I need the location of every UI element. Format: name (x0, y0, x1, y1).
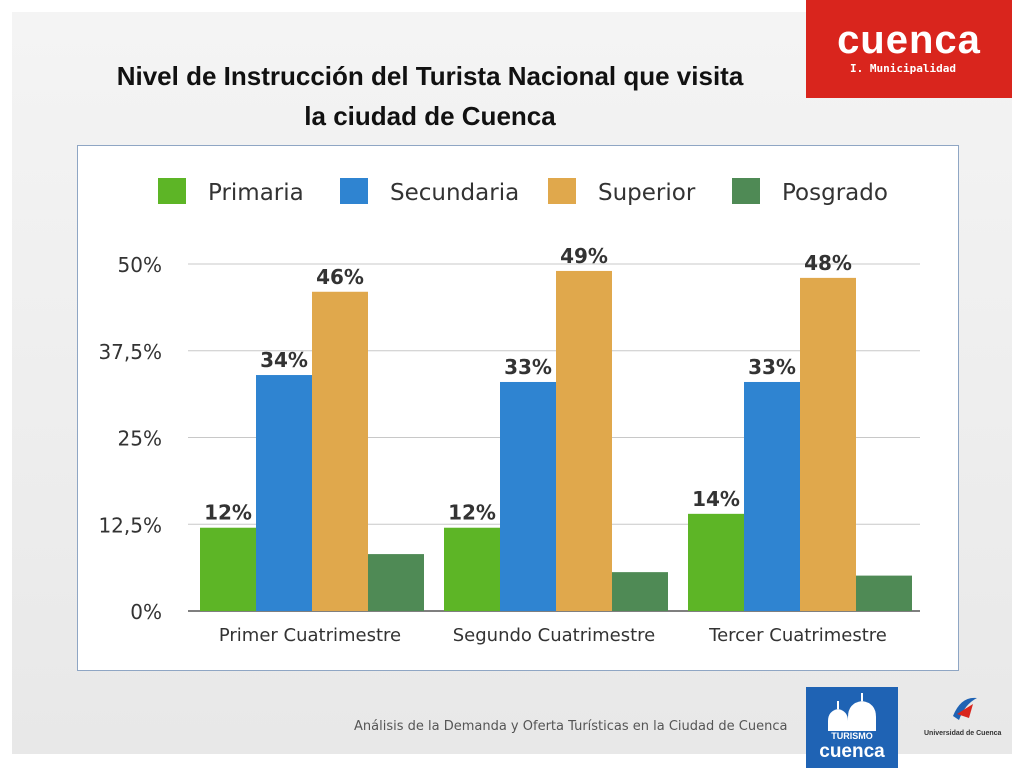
bar-1-1 (500, 381, 556, 611)
legend-label-2: Superior (598, 180, 696, 206)
title-line-1: Nivel de Instrucción del Turista Naciona… (116, 61, 744, 91)
bar-1-3 (612, 572, 668, 611)
university-emblem-icon (953, 697, 977, 720)
legend-swatch-1 (340, 178, 368, 204)
municipality-logo: cuenca I. Municipalidad (806, 0, 1012, 98)
chart-frame: Primaria Secundaria Superior Posgrado 0% 12,5… (77, 145, 959, 671)
bar-0-2 (312, 291, 368, 611)
title-line-2: la ciudad de Cuenca (304, 101, 556, 131)
data-label-2-0: 14% (692, 487, 740, 511)
footer-caption: Análisis de la Demanda y Oferta Turístic… (354, 719, 788, 734)
bar-1-0 (444, 527, 500, 611)
legend-swatch-2 (548, 178, 576, 204)
y-tick-label-0: 0% (130, 600, 162, 624)
y-tick-label-1: 12,5% (98, 513, 162, 537)
brand-name: cuenca (837, 18, 981, 62)
legend-label-3: Posgrado (782, 180, 888, 206)
data-label-1-0: 12% (448, 501, 496, 525)
university-name: Universidad de Cuenca (924, 730, 1002, 737)
brand-subtitle: I. Municipalidad (850, 62, 956, 75)
bar-1-2 (556, 270, 612, 611)
x-tick-label-1: Segundo Cuatrimestre (453, 625, 656, 646)
legend-label-0: Primaria (208, 180, 304, 206)
turismo-city: cuenca (819, 741, 885, 762)
bar-0-3 (368, 554, 424, 611)
bar-chart: Primaria Secundaria Superior Posgrado 0% 12,5… (98, 178, 920, 646)
bar-2-0 (688, 513, 744, 611)
x-tick-label-0: Primer Cuatrimestre (219, 625, 401, 646)
y-tick-label-3: 37,5% (98, 340, 162, 364)
cathedral-domes-icon (828, 693, 876, 731)
data-label-0-2: 46% (316, 265, 364, 289)
turismo-logo: TURISMO cuenca (806, 687, 898, 768)
data-label-2-1: 33% (748, 355, 796, 379)
data-label-2-2: 48% (804, 251, 852, 275)
turismo-label: TURISMO (831, 731, 873, 741)
data-label-1-1: 33% (504, 355, 552, 379)
slide-title: Nivel de Instrucción del Turista Naciona… (60, 56, 800, 136)
data-label-0-0: 12% (204, 501, 252, 525)
legend-swatch-0 (158, 178, 186, 204)
x-tick-label-2: Tercer Cuatrimestre (708, 625, 887, 646)
data-label-1-2: 49% (560, 244, 608, 268)
bar-2-2 (800, 277, 856, 611)
legend-label-1: Secundaria (390, 180, 519, 206)
y-tick-label-2: 25% (118, 427, 162, 451)
legend-swatch-3 (732, 178, 760, 204)
bar-2-1 (744, 381, 800, 611)
bar-0-1 (256, 375, 312, 611)
bar-0-0 (200, 527, 256, 611)
data-label-0-1: 34% (260, 348, 308, 372)
y-tick-label-4: 50% (118, 253, 162, 277)
bar-2-3 (856, 575, 912, 611)
